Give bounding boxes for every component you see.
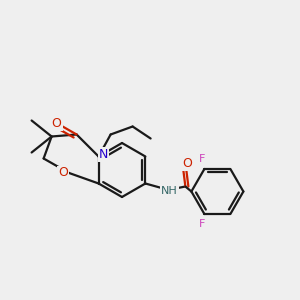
Text: N: N <box>99 148 108 161</box>
Text: F: F <box>199 219 206 229</box>
Text: O: O <box>182 157 192 170</box>
Text: F: F <box>199 154 206 164</box>
Text: O: O <box>52 117 61 130</box>
Text: NH: NH <box>161 185 178 196</box>
Text: O: O <box>58 167 68 179</box>
